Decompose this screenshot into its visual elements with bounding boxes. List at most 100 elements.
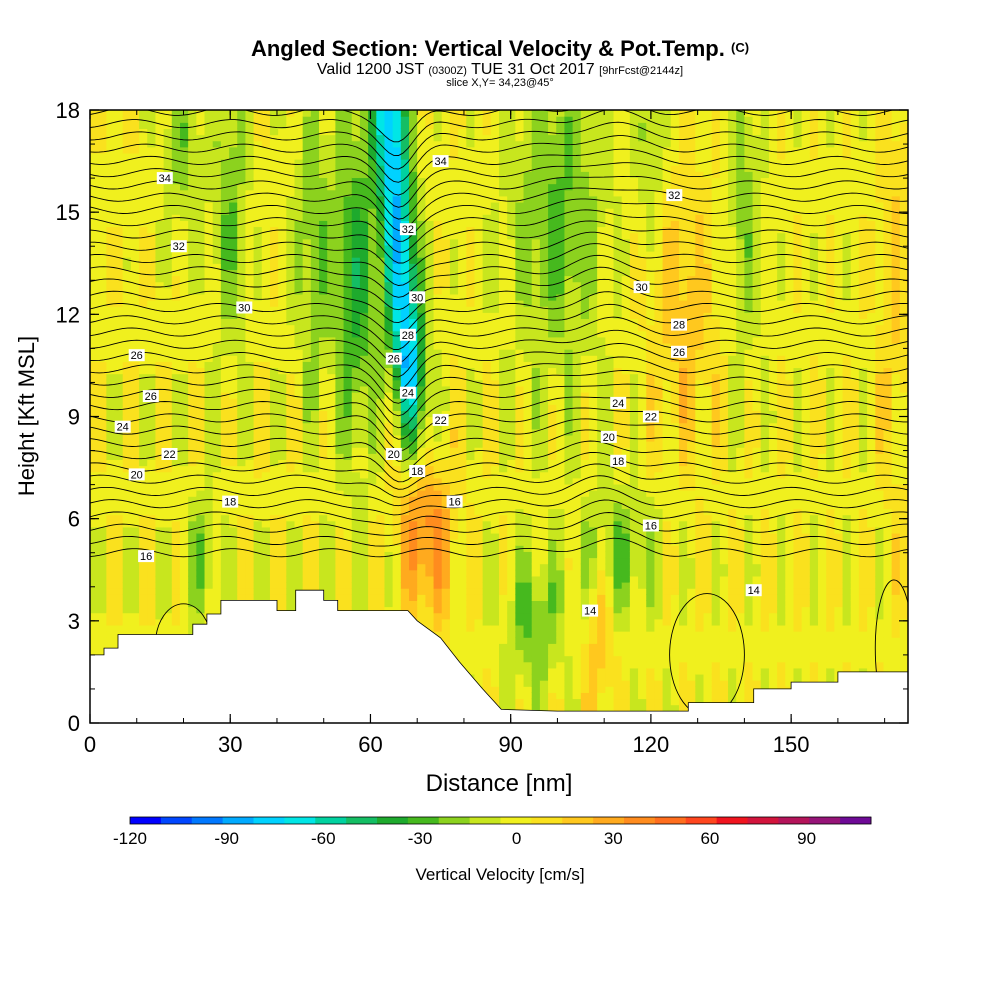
contour-label-bg — [409, 291, 426, 304]
contour-label-bg — [128, 468, 145, 481]
valid-time: Valid 1200 JST (0300Z) TUE 31 Oct 2017 [… — [0, 61, 1000, 79]
y-tick-label: 15 — [56, 200, 80, 225]
colorbar-swatch — [778, 817, 810, 824]
contour-label-bg — [170, 240, 187, 253]
chart-title: Angled Section: Vertical Velocity & Pot.… — [0, 36, 1000, 62]
colorbar-swatch — [685, 817, 718, 824]
colorbar-tick-label: -30 — [408, 829, 433, 848]
colorbar-swatch — [500, 817, 532, 824]
contour-label: 34 — [159, 173, 171, 185]
contour-label: 16 — [140, 551, 152, 563]
contour-label-bg — [236, 301, 253, 314]
contour-label-bg — [671, 318, 687, 331]
contour-label: 32 — [668, 190, 680, 202]
colorbar-tick-label: 30 — [604, 829, 623, 848]
contour-label-bg — [409, 465, 426, 477]
terrain-mask — [90, 589, 908, 723]
colorbar-tick-label: -90 — [214, 829, 239, 848]
valid-date: TUE 31 Oct 2017 — [471, 61, 595, 78]
contour-label: 32 — [402, 224, 414, 236]
contour-label: 24 — [402, 388, 414, 400]
contour-label: 20 — [131, 469, 143, 481]
valid-prefix: Valid 1200 JST — [316, 61, 424, 78]
colorbar-swatch — [191, 817, 224, 824]
y-axis-title: Height [Kft MSL] — [14, 336, 39, 496]
axis-ticks: 0 30 60 90 120 150 0 3 6 9 12 15 18 — [56, 98, 908, 757]
contour-label: 26 — [131, 350, 143, 362]
contour-label: 28 — [402, 330, 414, 342]
forecast-info: [9hrFcst@2144z] — [599, 65, 684, 77]
contour-label: 24 — [117, 422, 129, 434]
colorbar-swatch — [407, 817, 440, 824]
colorbar-swatch — [809, 817, 841, 824]
colorbar-swatch — [654, 817, 687, 824]
colorbar-tick-label: 0 — [512, 829, 521, 848]
contour-label-bg — [161, 448, 178, 460]
contour-label: 14 — [584, 606, 596, 618]
colorbar-swatch — [747, 817, 779, 824]
contour-label: 18 — [411, 466, 423, 478]
colorbar-tick-label: 90 — [797, 829, 816, 848]
contour-label-bg — [114, 420, 131, 433]
contour-label-bg — [446, 495, 463, 508]
contour-label: 18 — [612, 456, 624, 468]
contour-label: 28 — [673, 320, 685, 332]
contour-label: 22 — [434, 415, 446, 427]
contour-label-bg — [399, 328, 416, 341]
x-tick-label: 120 — [633, 732, 670, 757]
colorbar-swatch — [315, 817, 347, 824]
contour-label: 30 — [238, 303, 250, 315]
colorbar-swatch — [222, 817, 254, 824]
contour-label-bg — [222, 495, 239, 508]
colorbar-label: Vertical Velocity [cm/s] — [415, 865, 584, 884]
colorbar-swatch — [469, 817, 501, 824]
contour-label: 22 — [163, 449, 175, 461]
y-tick-label: 18 — [56, 98, 80, 123]
contour-label: 24 — [612, 398, 624, 410]
colorbar-swatch — [716, 817, 748, 824]
contour-label-bg — [633, 281, 650, 294]
colorbar-swatch — [377, 817, 409, 824]
colorbar-swatch — [624, 817, 656, 824]
contour-label-bg — [642, 410, 659, 423]
contour-label: 20 — [388, 449, 400, 461]
colorbar-swatch — [253, 817, 285, 824]
x-tick-label: 90 — [498, 732, 522, 757]
y-tick-label: 0 — [68, 711, 80, 736]
contour-label: 16 — [448, 497, 460, 509]
colorbar-swatch — [438, 817, 471, 824]
contour-label-bg — [142, 390, 159, 403]
contour-label-bg — [128, 349, 145, 362]
contour-label-bg — [610, 396, 627, 409]
contour-label-bg — [642, 519, 659, 532]
contour-label-bg — [432, 413, 449, 426]
contour-label: 22 — [645, 412, 657, 424]
contour-label-bg — [610, 454, 627, 467]
colorbar: -120 -90 -60 -30 0 30 60 90 — [113, 816, 872, 848]
contour-label-bg — [745, 584, 762, 597]
colorbar-swatch — [130, 817, 162, 824]
slice-info: slice X,Y= 34,23@45° — [446, 77, 554, 89]
contour-label-bg — [432, 155, 449, 168]
contour-label: 14 — [748, 585, 760, 597]
contour-label: 26 — [388, 354, 400, 366]
x-tick-label: 150 — [773, 732, 810, 757]
contour-label-bg — [399, 386, 416, 399]
contour-label-bg — [385, 352, 402, 365]
contour-label: 20 — [603, 432, 615, 444]
colorbar-swatch — [593, 817, 625, 824]
contour-label: 26 — [673, 347, 685, 359]
contour-label-bg — [156, 172, 173, 185]
contour-label: 30 — [635, 282, 647, 294]
colorbar-swatch — [160, 817, 193, 824]
valid-utc: (0300Z) — [428, 65, 467, 77]
y-tick-label: 9 — [68, 405, 80, 430]
contour-label-bg — [582, 604, 599, 617]
contour-labels: 1618202224262630323434323028262422201816… — [114, 155, 762, 618]
contour-label-bg — [671, 345, 687, 358]
contour-label-bg — [138, 550, 155, 563]
y-tick-label: 3 — [68, 609, 80, 634]
x-tick-label: 60 — [358, 732, 382, 757]
colorbar-tick-label: -60 — [311, 829, 336, 848]
